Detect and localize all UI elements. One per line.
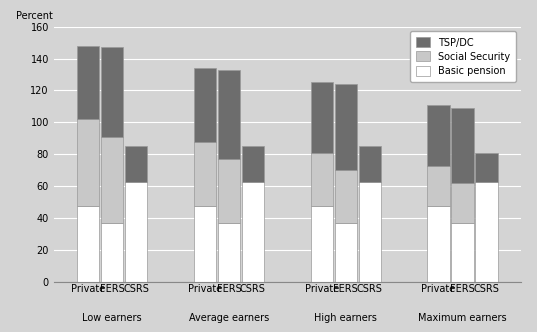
Bar (218, 223, 240, 282)
Text: Maximum earners: Maximum earners (418, 313, 507, 323)
Bar (194, 206, 216, 282)
Bar (194, 68, 216, 141)
Bar (427, 166, 449, 206)
Bar (335, 84, 357, 170)
Text: Low earners: Low earners (82, 313, 142, 323)
Bar (335, 223, 357, 282)
Bar (101, 223, 123, 282)
Bar (101, 137, 123, 223)
Bar (475, 182, 497, 282)
Bar (77, 46, 99, 119)
Bar (310, 82, 333, 153)
Bar (125, 146, 147, 182)
Bar (452, 108, 474, 183)
Bar (427, 206, 449, 282)
Bar (310, 153, 333, 206)
Bar (125, 182, 147, 282)
Bar (335, 170, 357, 223)
Text: Average earners: Average earners (189, 313, 269, 323)
Bar (475, 153, 497, 182)
Bar (194, 141, 216, 206)
Bar (242, 182, 264, 282)
Bar (359, 146, 381, 182)
Bar (77, 119, 99, 206)
Bar (101, 47, 123, 137)
Bar (452, 183, 474, 223)
Bar (218, 70, 240, 159)
Bar (452, 223, 474, 282)
Bar (310, 206, 333, 282)
Bar (359, 182, 381, 282)
Bar (218, 159, 240, 223)
Legend: TSP/DC, Social Security, Basic pension: TSP/DC, Social Security, Basic pension (410, 32, 516, 82)
Text: High earners: High earners (314, 313, 377, 323)
Bar (77, 206, 99, 282)
Bar (242, 146, 264, 182)
Bar (427, 105, 449, 166)
Text: Percent: Percent (16, 11, 53, 22)
